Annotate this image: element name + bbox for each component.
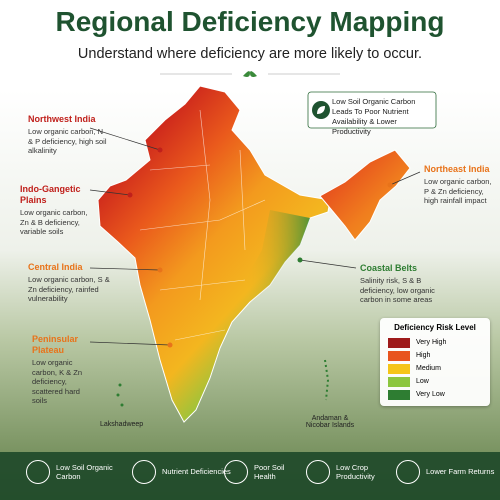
legend-label: Medium [416,365,441,372]
footer-text: Nutrient Deficiencies [162,467,231,477]
legend-title: Deficiency Risk Level [394,323,476,332]
region-label: Indo-Gangetic Plains Low organic carbon, … [20,184,92,237]
legend: Deficiency Risk Level Very High High Mediu… [380,318,490,406]
legend-swatch [388,376,410,387]
callout: Low Soil Organic Carbon Leads To Poor Nu… [332,97,416,136]
island-label: Andaman & Nicobar Islands [305,415,355,429]
region-description: Low organic carbon, S & Zn deficiency, r… [28,275,110,303]
legend-label: Very High [416,339,447,346]
subtitle: Understand where deficiency are more lik… [77,46,423,62]
legend-item: Low [388,375,490,388]
legend-label: Low [416,378,429,385]
region-name: Peninsular Plateau [32,334,79,355]
legend-swatch [388,363,410,374]
region-description: Low organic carbon, K & Zn deficiency, s… [32,358,83,405]
legend-swatch [388,350,410,361]
region-name: Coastal Belts [360,263,418,273]
region-description: Low organic carbon, P & Zn deficiency, h… [424,177,492,205]
region-label: Coastal Belts Salinity risk, S & B defici… [360,263,450,305]
legend-swatch [388,337,410,348]
legend-item: Very High [388,336,490,349]
title: Regional Deficiency Mapping [55,6,445,37]
region-name: Northeast India [424,164,490,174]
region-label: Northwest India Low organic carbon, N & P… [28,114,110,156]
island-label: Lakshadweep [100,421,144,428]
footer-item: Lower Farm Returns [396,460,496,484]
region-description: Salinity risk, S & B deficiency, low org… [360,276,435,304]
region-label: Peninsular Plateau Low organic carbon, K … [32,334,92,406]
legend-item: Medium [388,362,490,375]
footer-item: Nutrient Deficiencies [132,460,232,484]
legend-item: High [388,349,490,362]
legend-label: Very Low [416,391,445,398]
region-name: Indo-Gangetic Plains [20,184,81,205]
legend-swatch [388,389,410,400]
region-label: Northeast India Low organic carbon, P & Z… [424,164,498,206]
legend-item: Very Low [388,388,490,401]
region-description: Low organic carbon, N & P deficiency, hi… [28,127,107,155]
legend-label: High [416,352,431,359]
region-name: Northwest India [28,114,96,124]
footer-text: Lower Farm Returns [426,467,495,477]
region-name: Central India [28,262,83,272]
footer-item: Low Crop Productivity [306,460,390,484]
region-description: Low organic carbon, Zn & B deficiency, v… [20,208,88,236]
region-label: Central India Low organic carbon, S & Zn … [28,262,110,304]
footer-text: Poor Soil Health [254,462,285,482]
footer-item: Low Soil Organic Carbon [26,460,126,484]
footer-item: Poor Soil Health [224,460,294,484]
footer-text: Low Crop Productivity [336,462,375,482]
footer-text: Low Soil Organic Carbon [56,462,113,482]
